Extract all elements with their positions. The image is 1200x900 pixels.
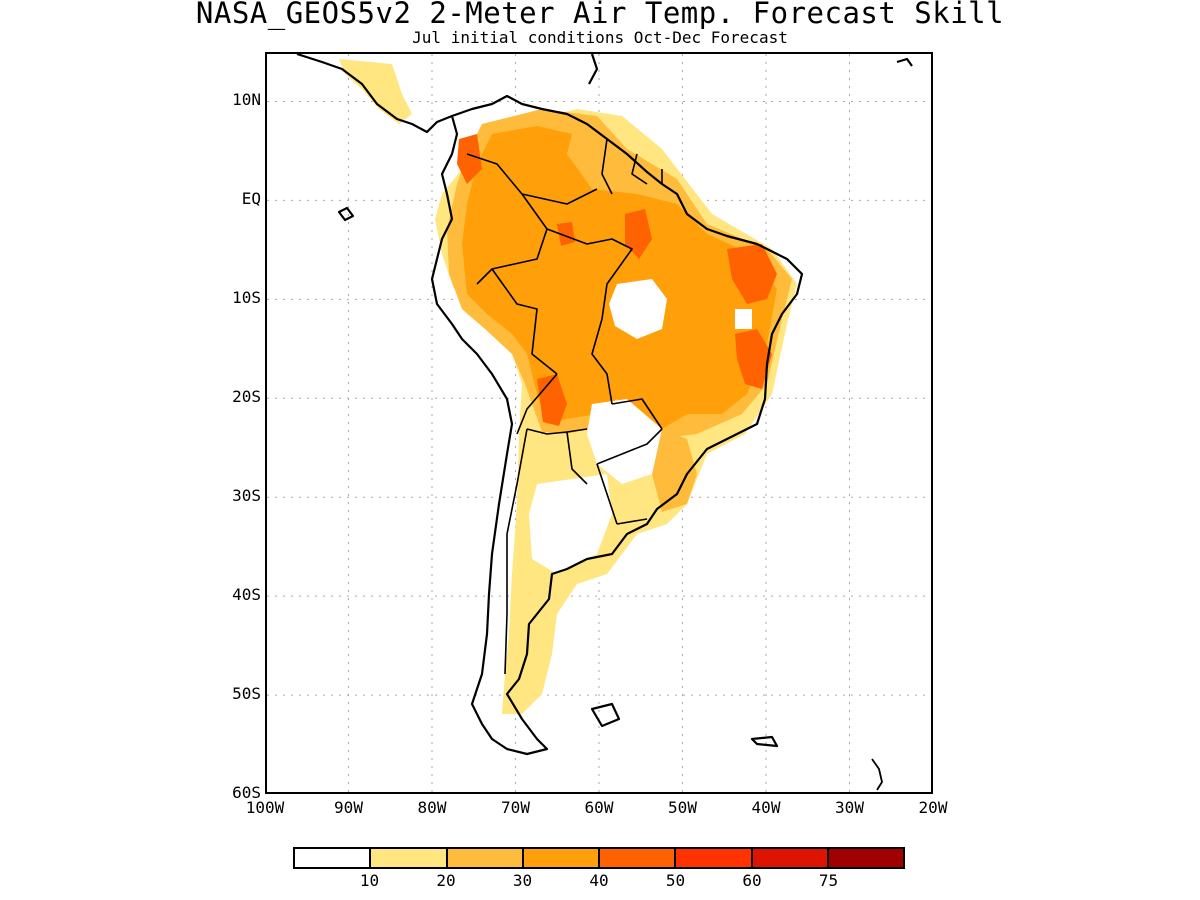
colorbar-swatch <box>371 849 448 867</box>
skill-region-below-10 <box>587 399 662 484</box>
skill-region-40-50 <box>457 134 482 184</box>
colorbar <box>293 847 905 869</box>
skill-region-below-10 <box>609 279 667 339</box>
latitude-label: 30S <box>232 486 261 506</box>
colorbar-swatch <box>447 849 524 867</box>
longitude-label: 70W <box>501 798 530 817</box>
colorbar-label: 40 <box>589 871 609 890</box>
longitude-label: 60W <box>584 798 614 817</box>
skill-region-40-50 <box>557 222 575 246</box>
skill-region-below-10 <box>529 474 612 574</box>
latitude-label: 10S <box>232 288 261 308</box>
coastline-central-america <box>296 54 453 134</box>
map-frame <box>265 52 933 794</box>
latitude-label: 20S <box>232 387 261 407</box>
longitude-label: 80W <box>417 798 447 817</box>
map-subtitle: Jul initial conditions Oct-Dec Forecast <box>412 28 788 47</box>
colorbar-swatch <box>600 849 677 867</box>
skill-region-40-50 <box>735 329 772 389</box>
colorbar-label: 10 <box>359 871 380 890</box>
border-lines <box>466 153 663 675</box>
skill-map <box>267 54 931 792</box>
colorbar-swatch <box>295 849 372 867</box>
coastline <box>296 54 913 791</box>
skill-region-10-20 <box>339 59 412 124</box>
coastline-falklands <box>590 702 621 728</box>
colorbar-label: 20 <box>436 871 456 890</box>
colorbar-label: 60 <box>742 871 762 890</box>
latitude-label: 50S <box>232 684 261 704</box>
longitude-label: 50W <box>668 798 697 817</box>
longitude-label: 20W <box>918 798 948 817</box>
latitude-label: EQ <box>241 189 261 209</box>
coastline-galapagos <box>337 206 355 222</box>
latitude-label: 60S <box>232 783 261 802</box>
longitude-label: 30W <box>835 798 864 817</box>
skill-region-40-50 <box>727 244 777 304</box>
colorbar-label: 75 <box>818 871 839 890</box>
skill-shading <box>339 59 797 714</box>
coastline-sandwich-islands <box>871 758 883 791</box>
longitude-label: 40W <box>751 798 781 817</box>
colorbar-swatch <box>523 849 600 867</box>
latitude-label: 10N <box>232 90 261 110</box>
latitude-label: 40S <box>232 585 261 605</box>
coastline-guianas <box>601 138 663 195</box>
coastline-south-america <box>430 94 804 756</box>
longitude-label: 90W <box>334 798 363 817</box>
skill-region-40-50 <box>537 374 567 426</box>
colorbar-swatch <box>828 849 903 867</box>
map-title: NASA_GEOS5v2 2-Meter Air Temp. Forecast … <box>195 0 1005 30</box>
skill-region-below-10 <box>735 309 752 329</box>
colorbar-swatch <box>676 849 753 867</box>
colorbar-label: 50 <box>665 871 686 890</box>
colorbar-label: 30 <box>512 871 533 890</box>
coastline-south-georgia <box>750 735 779 748</box>
longitude-label: 100W <box>245 798 285 817</box>
skill-region-30-40 <box>462 126 777 429</box>
coastline-cuba-fragment <box>588 54 913 85</box>
colorbar-swatch <box>752 849 829 867</box>
skill-region-40-50 <box>625 209 652 259</box>
skill-region-20-30 <box>652 429 697 512</box>
